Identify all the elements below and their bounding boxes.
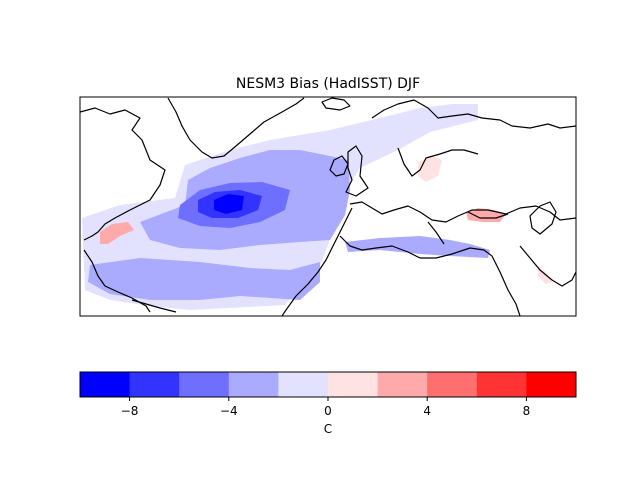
colorbar-tick-label: 0: [324, 404, 332, 418]
bias-field-weak-positive-red-sea: [538, 266, 552, 284]
colorbar-segment: [476, 372, 527, 397]
colorbar-segment: [228, 372, 279, 397]
colorbar-segment: [427, 372, 478, 397]
colorbar: −8 −4 0 4 8 C: [79, 371, 577, 436]
colorbar-tick-label: −4: [220, 404, 238, 418]
bias-field-moderate-negative-south: [88, 258, 320, 300]
colorbar-segment: [179, 372, 230, 397]
colorbar-tick-label: 8: [523, 404, 531, 418]
bias-field-weak-positive-baltic: [418, 156, 442, 182]
colorbar-unit-label: C: [324, 422, 332, 436]
colorbar-segment: [129, 372, 180, 397]
map-panel: [79, 96, 577, 317]
colorbar-segment: [278, 372, 329, 397]
bias-field-moderate-negative-med: [345, 236, 490, 258]
colorbar-segment: [328, 372, 379, 397]
coastlines: [80, 97, 576, 316]
map-frame: [79, 96, 577, 317]
bias-field-weak-positive-us-coast: [100, 222, 134, 244]
colorbar-tick-label: 4: [423, 404, 431, 418]
colorbar-segment: [377, 372, 428, 397]
bias-field-max-negative: [214, 194, 244, 214]
map-title: NESM3 Bias (HadISST) DJF: [236, 76, 420, 92]
colorbar-segment: [526, 372, 577, 397]
colorbar-tick-label: −8: [121, 404, 139, 418]
colorbar-segment: [80, 372, 131, 397]
